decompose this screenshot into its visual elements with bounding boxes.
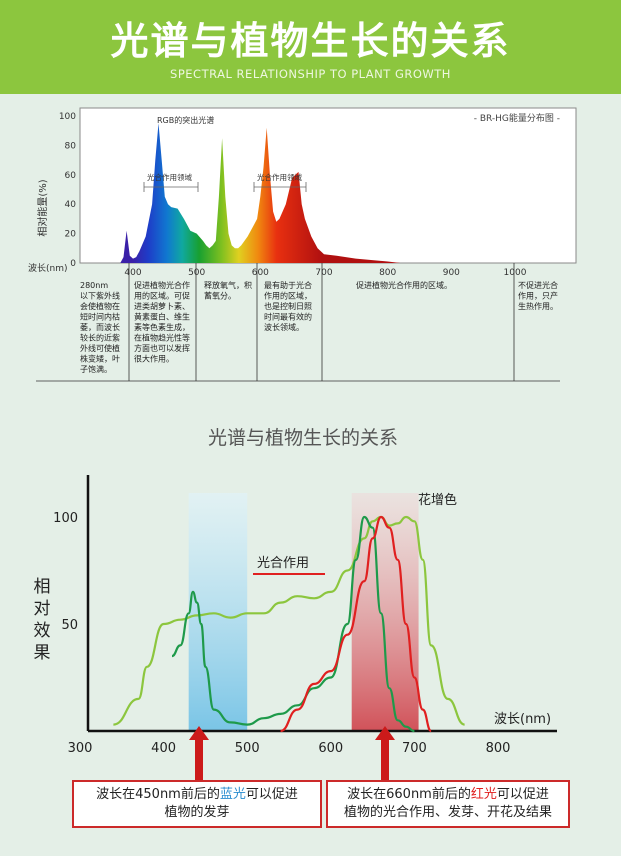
blue-arrow-head <box>189 726 209 740</box>
spectrum-y-tick-60: 60 <box>65 171 77 181</box>
effect-x-tick-300: 300 <box>68 741 93 756</box>
spectrum-x-tick-400: 400 <box>124 268 141 278</box>
pigment-label: 花增色 <box>418 492 457 508</box>
effect-y-label: 相对效果 <box>34 577 51 663</box>
spectrum-y-ticks: 0 20 40 60 80 100 <box>59 112 76 269</box>
arrows <box>189 726 395 780</box>
blue-caption-text: 波长在450nm前后的 <box>96 787 220 802</box>
zone-label-1: 光合作用领域 <box>147 172 192 182</box>
effect-series-1 <box>113 515 465 726</box>
spectrum-x-tick-600: 600 <box>252 268 269 278</box>
effect-chart-title: 光谱与植物生长的关系 <box>208 427 398 449</box>
blue-light-band <box>188 493 248 731</box>
spectrum-x-tick-800: 800 <box>379 268 396 278</box>
spectrum-legend: - BR-HG能量分布图 - <box>474 112 560 124</box>
blue-light-caption: 波长在450nm前后的蓝光可以促进 植物的发芽 <box>72 780 322 828</box>
spectrum-chart: 0 20 40 60 80 100 400 500 600 700 800 900 1000 - BR… <box>28 107 577 382</box>
red-arrow-head <box>375 726 395 740</box>
spectrum-x-tick-900: 900 <box>443 268 460 278</box>
spectrum-y-label: 相对能量(%) <box>36 179 49 236</box>
effect-x-tick-600: 600 <box>318 741 343 756</box>
description-column-6: 不促进光合作用，只产生热作用。 <box>518 280 558 311</box>
blue-caption-highlight: 蓝光 <box>219 787 246 802</box>
spectrum-x-tick-500: 500 <box>188 268 205 278</box>
red-caption-text-2: 可以促进 <box>496 787 549 802</box>
page-title: 光谱与植物生长的关系 <box>110 19 511 63</box>
red-arrow-shaft <box>381 740 389 780</box>
effect-series <box>113 515 465 733</box>
effect-x-tick-800: 800 <box>486 741 511 756</box>
description-column-3: 释放氧气，积蓄氧分。 <box>204 280 252 301</box>
spectrum-x-label: 波长(nm) <box>28 262 68 274</box>
description-column-2: 促进植物光合作用的区域。可促进类胡萝卜素、黄素蛋白、维生素等色素生成，在植物趋光… <box>134 280 190 364</box>
description-column-1: 280nm 以下紫外线会使植物在短时间内枯萎，而波长较长的近紫外线可使植株变矮，叶… <box>80 281 120 374</box>
spectrum-area <box>120 123 401 263</box>
blue-caption-text-2: 可以促进 <box>245 787 298 802</box>
effect-x-tick-700: 700 <box>402 741 427 756</box>
spectrum-y-tick-100: 100 <box>59 112 76 122</box>
red-light-band <box>351 493 419 731</box>
red-caption-text-3: 植物的光合作用、发芽、开花及结果 <box>343 805 552 820</box>
title-banner: 光谱与植物生长的关系 SPECTRAL RELATIONSHIP TO PLAN… <box>0 0 621 94</box>
spectrum-x-tick-700: 700 <box>315 268 332 278</box>
red-caption-text: 波长在660nm前后的 <box>347 787 471 802</box>
red-caption-highlight: 红光 <box>470 787 497 802</box>
spectrum-y-tick-40: 40 <box>65 200 77 210</box>
description-column-5: 促进植物光合作用的区域。 <box>356 280 452 290</box>
effect-x-tick-400: 400 <box>151 741 176 756</box>
blue-caption-text-3: 植物的发芽 <box>164 805 230 820</box>
description-column-4: 最有助于光合作用的区域，也是控制日照时间最有效的波长领域。 <box>264 280 312 332</box>
spectrum-y-tick-80: 80 <box>65 141 77 151</box>
effect-y-tick-50: 50 <box>61 618 78 633</box>
spectrum-y-tick-20: 20 <box>65 230 77 240</box>
page-subtitle: SPECTRAL RELATIONSHIP TO PLANT GROWTH <box>170 67 451 81</box>
description-dividers <box>36 263 560 382</box>
effect-y-tick-100: 100 <box>53 511 78 526</box>
description-columns: 280nm 以下紫外线会使植物在短时间内枯萎，而波长较长的近紫外线可使植株变矮，叶… <box>80 280 558 374</box>
spectrum-x-ticks: 400 500 600 700 800 900 1000 <box>124 268 526 278</box>
red-light-caption: 波长在660nm前后的红光可以促进 植物的光合作用、发芽、开花及结果 <box>326 780 570 828</box>
zone-label-2: 光合作用领域 <box>257 172 302 182</box>
effect-ticks: 300 400 500 600 700 800 50 100 <box>53 511 510 756</box>
effect-x-label: 波长(nm) <box>494 712 551 727</box>
blue-arrow-shaft <box>195 740 203 780</box>
effect-series-2 <box>171 515 415 733</box>
peak-annotation: RGB的突出光谱 <box>157 115 214 125</box>
photosynthesis-label: 光合作用 <box>257 556 309 571</box>
spectrum-x-tick-1000: 1000 <box>504 268 527 278</box>
effect-x-tick-500: 500 <box>235 741 260 756</box>
spectrum-y-tick-0: 0 <box>70 259 76 269</box>
effect-series-3 <box>280 515 432 733</box>
